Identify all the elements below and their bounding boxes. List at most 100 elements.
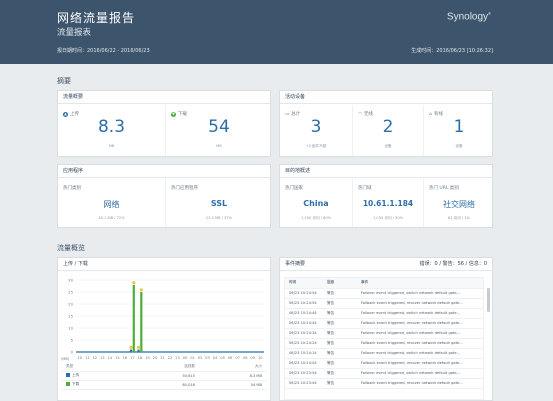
device-wireless-label: 无线 xyxy=(363,112,373,117)
event-row[interactable]: 06/23 10:24:54 警告 Failback event triggered… xyxy=(285,298,483,309)
top-country-cell: 热门国家 China 1,190 访问 / 60% xyxy=(280,179,352,227)
upload-value: 8.3 xyxy=(97,117,126,137)
top-domain-sub: 1,035 访问 / 50% xyxy=(372,216,404,220)
card-title: 事件摘要 xyxy=(285,260,306,267)
x-tick-label: 06 xyxy=(228,356,233,360)
event-row[interactable]: 06/23 10:24:54 警告 Failover event triggered… xyxy=(285,288,483,299)
event-time: 06/23 10:24:24 xyxy=(285,338,323,349)
legend-size: 54 MB xyxy=(198,380,266,390)
event-text: Failover event triggered, switch network… xyxy=(357,368,483,379)
top-domain-label: 热门域 xyxy=(358,186,372,191)
traffic-summary-card: 流量概要 ▲ 上传 8.3 MB ▼ 下载 54 MB xyxy=(57,90,271,157)
top-app-cell: 热门应用程序 SSL 23.2 MB / 37% xyxy=(165,179,272,227)
x-tick-label: 12 xyxy=(93,356,98,360)
x-tick-label: 02 xyxy=(198,356,203,360)
download-unit: MB xyxy=(216,144,222,148)
y-tick-label: 30 xyxy=(68,277,73,282)
download-cell: ▼ 下载 54 MB xyxy=(165,105,272,156)
report-range: 报日期时间：2016/06/22 - 2016/06/23 xyxy=(57,48,150,54)
top-domain-cell: 热门域 10.61.1.184 1,035 访问 / 50% xyxy=(352,179,423,227)
top-url-category-value: 社交网络 xyxy=(443,200,475,209)
card-title: 应用程序 xyxy=(58,165,270,178)
event-text: Failover event triggered, switch network… xyxy=(357,308,483,319)
top-category-sub: 45.1 MB / 72% xyxy=(98,216,125,220)
y-unit-label: (MB) xyxy=(61,357,70,361)
upload-label: 上传 xyxy=(70,112,79,117)
event-table: 时间 层级 事件 06/23 10:24:54 警告 Failover event … xyxy=(285,278,483,389)
event-header-time[interactable]: 时间 xyxy=(285,278,323,289)
event-level: 警告 xyxy=(323,368,357,379)
event-time: 06/23 10:23:54 xyxy=(285,368,323,379)
device-wired-label: 有线 xyxy=(433,112,443,117)
y-tick-label: 20 xyxy=(68,301,73,306)
event-row[interactable]: 06/23 10:24:04 警告 Failback event triggered… xyxy=(285,358,483,369)
event-time: 06/23 10:24:34 xyxy=(285,328,323,339)
upload-download-chart-card: 上传 / 下载 0 5 10 15 20 25 30 (MB) 10 11 12 13 14 15 16 17… xyxy=(57,257,271,401)
event-row[interactable]: 06/23 10:24:44 警告 Failback event triggered… xyxy=(285,318,483,329)
x-tick-label: 07 xyxy=(235,356,240,360)
device-wired-cell: ⌂ 有线 1 设备 xyxy=(423,105,494,156)
peak-marker-icon xyxy=(136,345,141,349)
device-wired-value: 1 xyxy=(453,117,465,137)
y-tick-label: 5 xyxy=(71,337,74,342)
event-row[interactable]: 06/23 10:24:24 警告 Failback event triggered… xyxy=(285,338,483,349)
event-time: 06/23 10:24:44 xyxy=(285,318,323,329)
legend-size: 8.3 MB xyxy=(198,371,266,381)
top-url-category-label: 热门 URL 类别 xyxy=(429,186,459,191)
x-tick-label: 13 xyxy=(100,356,105,360)
device-wired-sub: 设备 xyxy=(455,144,463,148)
x-tick-label: 17 xyxy=(130,356,135,360)
destinations-card: 目的地概述 热门国家 China 1,190 访问 / 60% 热门域 10.6… xyxy=(279,164,493,228)
event-row[interactable]: 06/23 10:23:44 警告 Failback event triggered… xyxy=(285,378,483,389)
event-row[interactable]: 06/23 10:24:14 警告 Failover event triggered… xyxy=(285,348,483,359)
y-tick-label: 25 xyxy=(68,289,73,294)
peak-marker-icon xyxy=(132,281,136,285)
event-level: 警告 xyxy=(323,298,357,309)
event-counts: 错误：0 / 警告：56 / 信息：0 xyxy=(419,260,487,267)
card-title: 活动设备 xyxy=(280,91,492,104)
upload-swatch xyxy=(66,373,70,377)
peak-marker-icon xyxy=(139,288,143,292)
top-domain-value: 10.61.1.184 xyxy=(362,199,414,208)
x-tick-label: 14 xyxy=(108,356,113,360)
x-tick-label: 10 xyxy=(258,356,263,360)
event-level: 警告 xyxy=(323,358,357,369)
legend-count: 50,615 xyxy=(131,371,199,381)
device-total-cell: ▭ 总计 3 +3 组件不超 xyxy=(280,105,352,156)
monitor-icon: ▭ xyxy=(285,111,290,117)
device-wireless-cell: ◠ 无线 2 设备 xyxy=(352,105,423,156)
event-text: Failback event triggered, recover networ… xyxy=(357,338,483,349)
event-level: 警告 xyxy=(323,338,357,349)
event-header-event[interactable]: 事件 xyxy=(357,278,483,289)
bar-download xyxy=(140,292,143,352)
event-row[interactable]: 06/23 10:24:44 警告 Failover event triggered… xyxy=(285,308,483,319)
legend-header-type: 类型 xyxy=(62,362,132,372)
legend-row-upload: 上传 50,615 8.3 MB xyxy=(62,371,266,381)
top-app-value: SSL xyxy=(210,199,228,208)
y-tick-label: 0 xyxy=(71,349,74,354)
event-row[interactable]: 06/23 10:24:34 警告 Failover event triggered… xyxy=(285,328,483,339)
top-country-value: China xyxy=(303,199,329,208)
x-tick-label: 15 xyxy=(115,356,120,360)
peak-marker-icon xyxy=(129,345,133,349)
applications-card: 应用程序 热门类别 网络 45.1 MB / 72% 热门应用程序 SSL 23… xyxy=(57,164,271,228)
event-level: 警告 xyxy=(323,308,357,319)
event-scrollbar[interactable] xyxy=(487,288,490,312)
x-tick-label: 21 xyxy=(160,356,165,360)
top-country-sub: 1,190 访问 / 60% xyxy=(300,216,332,220)
top-country-label: 热门国家 xyxy=(285,186,303,191)
event-row[interactable]: 06/23 10:23:54 警告 Failover event triggered… xyxy=(285,368,483,379)
event-table-scroll[interactable]: 时间 层级 事件 06/23 10:24:54 警告 Failover event … xyxy=(284,277,484,400)
x-tick-label: 20 xyxy=(153,356,158,360)
event-level: 警告 xyxy=(323,348,357,359)
x-tick-label: 16 xyxy=(123,356,128,360)
event-level: 警告 xyxy=(323,318,357,329)
bar-download xyxy=(132,284,135,352)
upload-arrow-icon: ▲ xyxy=(63,111,68,117)
device-total-sub: +3 组件不超 xyxy=(305,144,327,148)
card-title: 目的地概述 xyxy=(280,165,492,178)
event-header-level[interactable]: 层级 xyxy=(323,278,357,289)
legend-header-size: 大小 xyxy=(198,362,266,372)
x-tick-label: 23 xyxy=(175,356,180,360)
section-traffic-label: 流量概览 xyxy=(57,244,85,252)
